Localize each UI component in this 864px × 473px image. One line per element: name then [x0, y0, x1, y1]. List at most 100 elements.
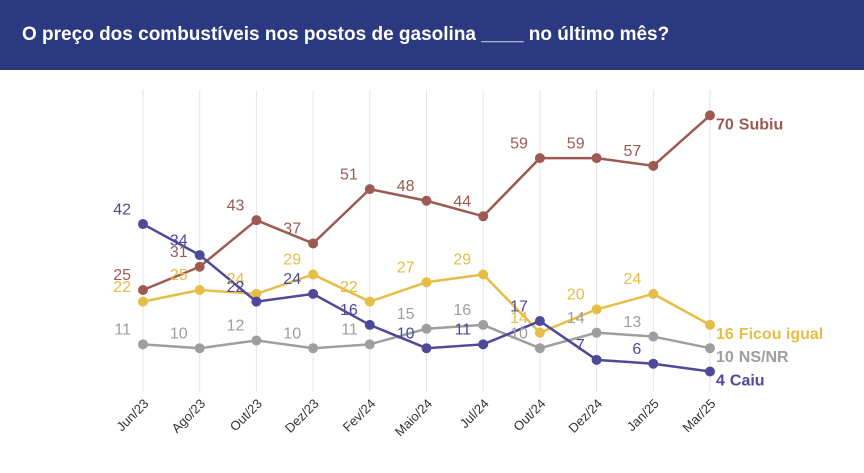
- data-point: [194, 285, 205, 295]
- end-value: 16: [716, 326, 734, 343]
- end-value: 70: [716, 117, 734, 134]
- data-point: [534, 153, 545, 164]
- data-label: 51: [340, 166, 358, 183]
- x-tick-label: Dez/24: [565, 396, 605, 436]
- x-tick-label: Jan/25: [624, 396, 662, 434]
- data-label: 25: [170, 267, 188, 284]
- data-point: [138, 285, 148, 295]
- data-label: 13: [624, 314, 642, 331]
- x-tick-label: Fev/24: [340, 396, 379, 435]
- data-label: 37: [283, 221, 301, 238]
- legend-entry: Caiu: [730, 373, 765, 390]
- data-label: 24: [283, 271, 301, 288]
- data-label: 7: [576, 337, 585, 354]
- data-point: [364, 339, 375, 350]
- data-label: 10: [283, 325, 301, 342]
- legend-entry: NS/NR: [739, 349, 789, 366]
- data-point: [138, 339, 148, 350]
- x-tick-label: Jul/24: [457, 396, 492, 431]
- data-point: [194, 261, 205, 272]
- data-label: 25: [113, 267, 131, 284]
- data-point: [251, 288, 262, 299]
- x-tick-label: Maio/24: [392, 396, 435, 439]
- data-point: [138, 296, 148, 307]
- end-value: 4: [716, 373, 725, 390]
- data-point: [308, 238, 319, 249]
- data-label: 24: [624, 271, 642, 288]
- data-label: 11: [455, 322, 472, 339]
- data-point: [421, 323, 432, 334]
- data-label: 22: [340, 279, 358, 296]
- data-point: [364, 319, 375, 330]
- data-point: [478, 211, 489, 222]
- data-point: [194, 343, 205, 354]
- data-label: 42: [113, 201, 131, 218]
- data-label: 15: [397, 306, 415, 323]
- data-point: [705, 319, 715, 330]
- data-point: [194, 250, 205, 261]
- data-label: 48: [397, 178, 415, 195]
- data-label: 16: [453, 302, 471, 319]
- data-label: 10: [397, 325, 415, 342]
- data-point: [705, 366, 715, 377]
- data-point: [648, 160, 659, 171]
- data-label: 14: [510, 310, 528, 327]
- data-point: [648, 288, 659, 299]
- data-label: 27: [397, 259, 415, 276]
- header-band: [0, 0, 864, 70]
- x-tick-label: Dez/23: [282, 396, 322, 436]
- data-point: [421, 195, 432, 206]
- data-label: 11: [341, 322, 358, 339]
- data-label: 29: [283, 252, 301, 269]
- data-point: [251, 335, 262, 346]
- data-point: [308, 343, 319, 354]
- data-label: 10: [170, 325, 188, 342]
- legend-entry: Ficou igual: [739, 326, 823, 343]
- data-label: 31: [170, 244, 188, 261]
- chart-title: O preço dos combustíveis nos postos de g…: [22, 24, 669, 45]
- data-point: [308, 269, 319, 280]
- data-label: 14: [567, 310, 585, 327]
- data-point: [478, 319, 489, 330]
- data-point: [705, 110, 715, 121]
- data-point: [591, 304, 602, 315]
- data-point: [534, 316, 545, 327]
- data-point: [421, 277, 432, 288]
- x-tick-label: Ago/23: [169, 396, 209, 436]
- data-label: 12: [227, 318, 245, 335]
- data-point: [534, 343, 545, 354]
- data-point: [534, 327, 545, 338]
- data-point: [478, 339, 489, 350]
- data-label: 22: [113, 279, 131, 296]
- data-point: [138, 219, 148, 230]
- x-tick-label: Mar/25: [679, 396, 718, 435]
- data-point: [251, 215, 262, 226]
- data-point: [705, 343, 715, 354]
- end-value: 10: [716, 349, 734, 366]
- data-label: 11: [114, 322, 131, 339]
- end-label: 70 Subiu: [716, 117, 783, 134]
- data-label: 17: [510, 298, 528, 315]
- data-point: [308, 288, 319, 299]
- data-label: 24: [227, 271, 245, 288]
- end-label: 4 Caiu: [716, 373, 765, 390]
- data-point: [421, 343, 432, 354]
- x-tick-label: Out/23: [227, 396, 265, 434]
- end-label: 16 Ficou igual: [716, 326, 823, 343]
- data-point: [364, 184, 375, 195]
- end-label: 10 NS/NR: [716, 349, 789, 366]
- data-label: 43: [227, 197, 245, 214]
- data-label: 16: [340, 302, 358, 319]
- data-label: 20: [567, 287, 585, 304]
- data-point: [364, 296, 375, 307]
- data-point: [251, 296, 262, 307]
- data-point: [591, 354, 602, 365]
- data-point: [591, 153, 602, 164]
- data-label: 44: [453, 193, 471, 210]
- data-label: 59: [510, 135, 528, 152]
- x-tick-label: Out/24: [510, 396, 548, 434]
- data-label: 6: [632, 341, 641, 358]
- data-label: 34: [170, 232, 188, 249]
